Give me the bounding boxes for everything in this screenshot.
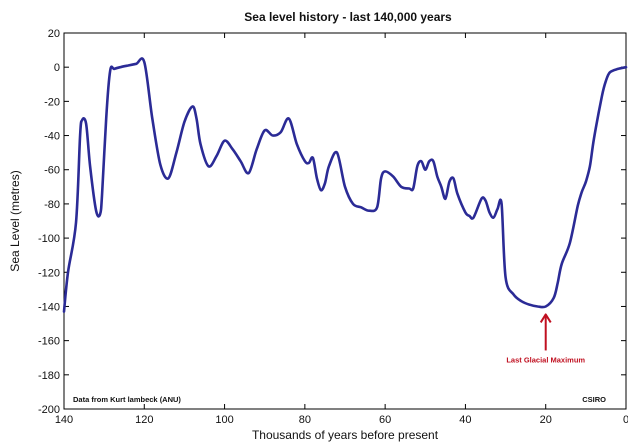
x-axis: 140 120 100 80 60 40 20 0 [55,33,628,426]
x-tick-label: 80 [299,414,311,426]
sea-level-series-line [62,57,628,313]
x-tick-label: 0 [623,414,628,426]
x-tick-label: 140 [55,414,73,426]
annotation-label: Last Glacial Maximum [506,355,585,364]
y-tick-label: -20 [44,96,60,108]
y-tick-label: 20 [48,28,60,40]
plot-area-frame [63,32,627,410]
y-tick-label: -180 [38,370,60,382]
y-tick-label: -100 [38,233,60,245]
y-tick-label: -200 [38,404,60,416]
y-tick-label: -160 [38,336,60,348]
y-tick-label: -80 [44,199,60,211]
y-tick-label: -120 [38,267,60,279]
csiro-footnote: CSIRO [582,395,606,404]
x-tick-label: 60 [379,414,391,426]
x-axis-title: Thousands of years before present [252,428,439,442]
chart-title: Sea level history - last 140,000 years [244,10,452,24]
y-tick-label: 0 [54,62,60,74]
y-axis-title: Sea Level (metres) [8,170,22,271]
x-tick-label: 40 [459,414,471,426]
last-glacial-maximum-annotation: Last Glacial Maximum [506,313,585,364]
data-source-footnote: Data from Kurt lambeck (ANU) [73,395,181,404]
y-tick-label: -40 [44,131,60,143]
annotation-arrow-head [539,313,552,323]
y-tick-label: -60 [44,165,60,177]
x-tick-label: 20 [540,414,552,426]
x-tick-label: 120 [135,414,153,426]
y-tick-label: -140 [38,301,60,313]
y-axis: 20 0 -20 -40 -60 -80 -100 -120 -140 -160 -180 -200 [38,28,626,416]
x-tick-label: 100 [215,414,233,426]
